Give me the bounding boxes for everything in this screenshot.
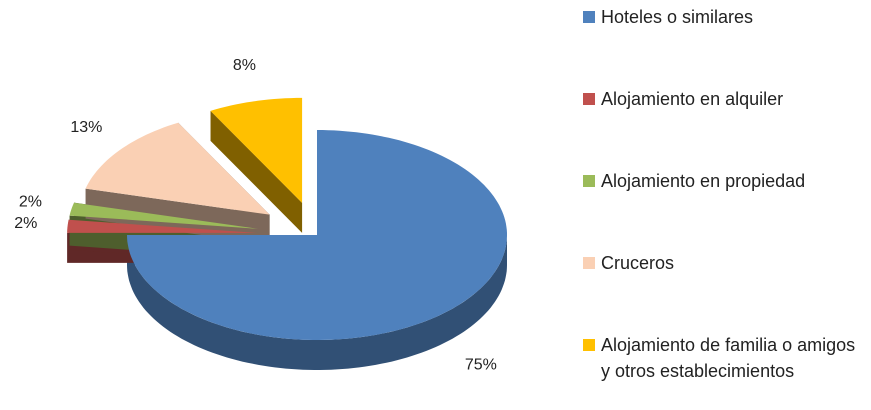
legend-label: Alojamiento de familia o amigos y otros … <box>601 335 856 381</box>
legend: Hoteles o similares Alojamiento en alquil… <box>583 4 863 410</box>
slice-wall <box>127 235 507 370</box>
data-label: 75% <box>465 356 497 373</box>
legend-swatch <box>583 93 595 105</box>
slice-cut-face <box>210 110 303 233</box>
legend-item: Alojamiento en propiedad <box>583 168 863 250</box>
legend-label: Hoteles o similares <box>601 7 754 27</box>
slice <box>210 97 303 203</box>
slice <box>67 219 258 233</box>
legend-swatch <box>583 175 595 187</box>
data-label: 13% <box>70 119 102 136</box>
legend-item: Hoteles o similares <box>583 4 863 86</box>
data-label: 8% <box>233 57 256 74</box>
data-label: 2% <box>14 215 37 232</box>
pie-plot: 75% 2% 2% 13% 8% <box>14 57 507 373</box>
legend-label: Alojamiento en propiedad <box>601 171 806 191</box>
legend-label: Alojamiento en alquiler <box>601 89 784 109</box>
slice <box>85 122 270 215</box>
legend-swatch <box>583 339 595 351</box>
slice-side <box>210 110 303 233</box>
legend-swatch <box>583 257 595 269</box>
legend-label: Cruceros <box>601 253 675 273</box>
legend-item: Cruceros <box>583 250 863 332</box>
legend-item: Alojamiento en alquiler <box>583 86 863 168</box>
legend-item: Alojamiento de familia o amigos y otros … <box>583 332 863 410</box>
data-label: 2% <box>19 193 42 210</box>
legend-swatch <box>583 11 595 23</box>
slice <box>69 202 259 229</box>
slice <box>127 130 507 340</box>
